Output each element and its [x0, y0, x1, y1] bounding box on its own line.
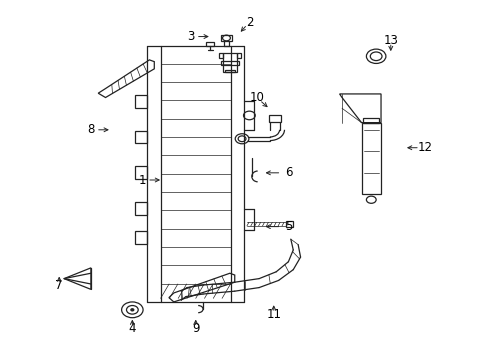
Text: 9: 9: [192, 322, 199, 335]
Bar: [224, 69, 235, 72]
Bar: [268, 116, 280, 122]
Bar: [135, 202, 147, 215]
Bar: [206, 42, 214, 46]
Bar: [363, 118, 378, 123]
Bar: [135, 95, 147, 108]
Text: 13: 13: [383, 33, 397, 47]
Text: 7: 7: [55, 279, 63, 292]
Text: 4: 4: [128, 322, 136, 335]
Bar: [135, 166, 147, 179]
Text: 11: 11: [265, 308, 281, 321]
Text: 10: 10: [249, 91, 264, 104]
Text: 5: 5: [284, 220, 291, 233]
Text: 8: 8: [87, 123, 94, 136]
Bar: [220, 35, 232, 41]
Bar: [135, 231, 147, 244]
Bar: [237, 53, 241, 58]
Bar: [218, 53, 222, 58]
Bar: [222, 53, 237, 72]
Bar: [361, 123, 380, 194]
Text: 1: 1: [138, 174, 145, 186]
Text: 2: 2: [245, 16, 253, 29]
Bar: [285, 221, 292, 227]
Text: 6: 6: [284, 166, 291, 179]
Text: 12: 12: [417, 141, 431, 154]
Bar: [135, 131, 147, 143]
Bar: [220, 61, 239, 64]
Circle shape: [131, 309, 134, 311]
Text: 3: 3: [187, 30, 194, 43]
